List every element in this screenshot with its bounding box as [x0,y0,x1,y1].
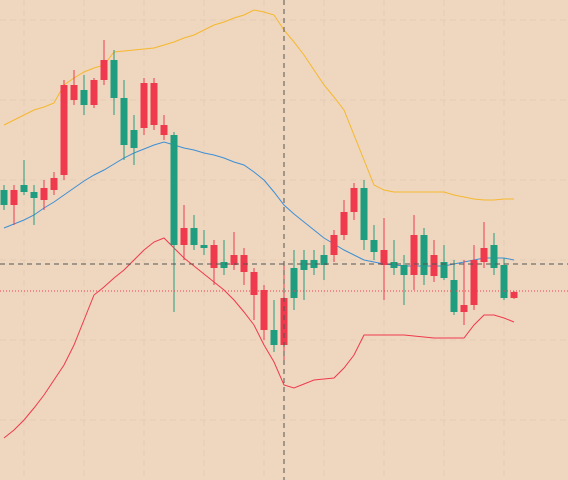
candle-body [350,188,358,212]
candle-body [310,260,318,268]
candle-body [80,90,88,105]
candle-body [330,235,338,255]
candle-body [440,262,448,278]
candle-body [40,188,48,200]
candle-body [320,255,328,265]
candle-body [480,248,488,262]
candle-body [290,268,298,298]
candle-body [430,255,438,276]
candle-body [200,245,208,248]
candle-body [120,98,128,145]
candle-body [90,80,98,105]
candle-body [30,192,38,198]
candle-body [300,260,308,270]
candle-body [420,235,428,275]
candle-body [190,228,198,245]
candle-body [470,260,478,305]
candle-body [20,185,28,192]
band-line [3,237,515,439]
candle-body [370,240,378,252]
candle-body [270,330,278,345]
candle-body [340,212,348,235]
candle-body [130,130,138,148]
candle-body [360,188,368,240]
candle-body [150,83,158,125]
candle-body [400,265,408,275]
candle-body [500,265,508,298]
candle-body [110,60,118,98]
candle-body [0,190,8,205]
candle-body [450,280,458,312]
candle-body [10,190,18,205]
candle-body [460,305,468,312]
candle-body [180,228,188,245]
candle-body [70,85,78,100]
candle-body [260,290,268,330]
candle-body [60,85,68,175]
candle-body [280,298,288,345]
candle-body [210,245,218,268]
band-line [3,9,514,201]
candle-body [380,250,388,265]
candle-body [50,178,58,190]
candle-body [140,83,148,128]
candle-body [250,272,258,295]
candle-body [510,292,518,298]
candle-body [490,245,498,268]
candle-body [390,262,398,268]
band-line [3,141,515,267]
candle-body [160,125,168,135]
candle-body [410,235,418,275]
candle-body [230,255,238,265]
candle-body [170,135,178,245]
candle-body [220,262,228,268]
candle-body [100,60,108,80]
